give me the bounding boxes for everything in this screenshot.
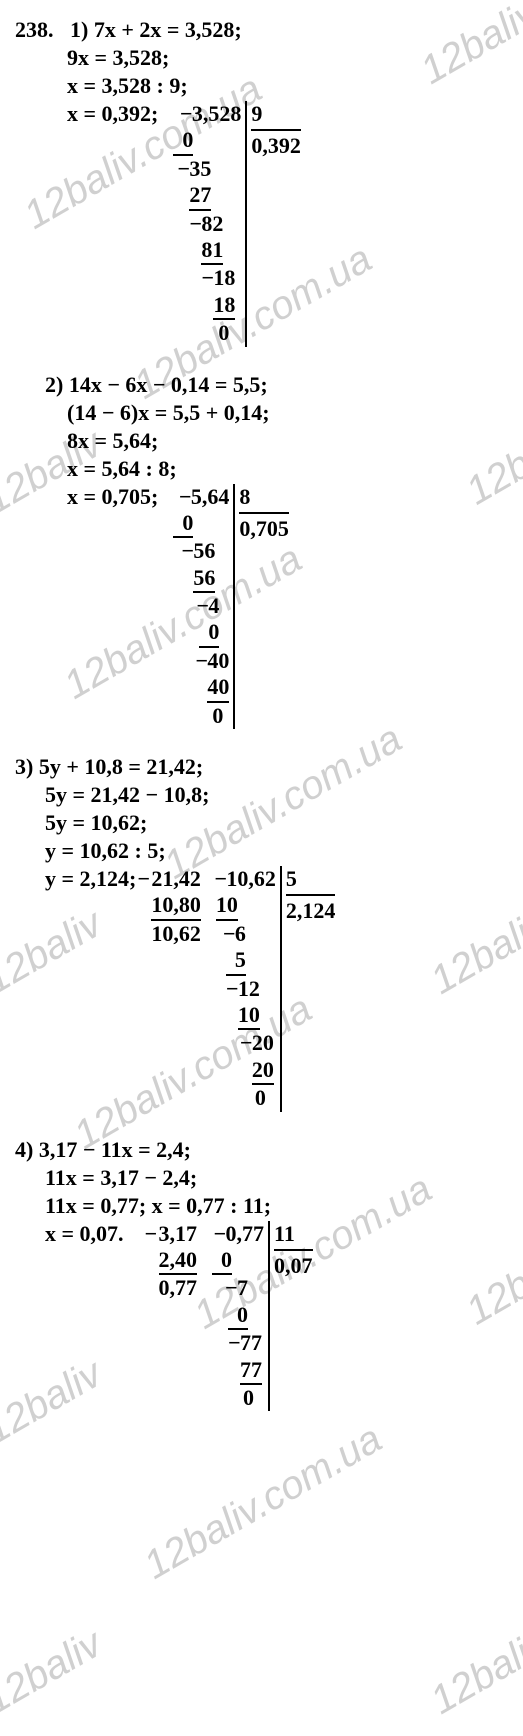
subtraction: −3,17 2,40 0,77 [159, 1221, 198, 1302]
problem-4: 4) 3,17 − 11x = 2,4; 11x = 3,17 − 2,4; 1… [15, 1137, 508, 1412]
equation: (14 − 6)x = 5,5 + 0,14; [67, 400, 508, 426]
equation: y = 10,62 : 5; [45, 838, 508, 864]
equation: y = 2,124; [45, 866, 136, 892]
problem-number: 238. [15, 17, 54, 42]
long-division: −0,77 0 −7 0 −77 77 0 11 0,07 [212, 1221, 313, 1412]
equation: x = 0,392; [67, 101, 158, 127]
watermark: 12baliv [423, 1621, 523, 1723]
equation: x = 0,705; [67, 484, 158, 510]
equation: 3,17 − 11x = 2,4; [39, 1137, 191, 1162]
watermark: 12baliv [0, 1621, 110, 1723]
equation: 7x + 2x = 3,528; [94, 17, 242, 42]
sub-label: 2) [45, 372, 63, 397]
watermark: 12baliv.com.ua [137, 1416, 390, 1588]
equation: 5y + 10,8 = 21,42; [39, 754, 203, 779]
long-division: −10,62 10 −6 5 −12 10 −20 20 0 5 2,124 [216, 866, 336, 1112]
sub-label: 1) [70, 17, 88, 42]
equation: 5y = 10,62; [45, 810, 508, 836]
equation: 11x = 0,77; x = 0,77 : 11; [45, 1193, 508, 1219]
long-division: −3,528 0 −35 27 −82 81 −18 18 0 9 0,392 [173, 101, 301, 347]
long-division: −5,64 0 −56 56 −4 0 −40 40 0 8 0,705 [173, 484, 289, 730]
equation: 9x = 3,528; [67, 45, 508, 71]
equation: x = 3,528 : 9; [67, 73, 508, 99]
equation: x = 5,64 : 8; [67, 456, 508, 482]
problem-3: 3) 5y + 10,8 = 21,42; 5y = 21,42 − 10,8;… [15, 754, 508, 1112]
sub-label: 3) [15, 754, 33, 779]
subtraction: −21,42 10,80 10,62 [151, 866, 201, 947]
equation: 5y = 21,42 − 10,8; [45, 782, 508, 808]
problem-2: 2) 14x − 6x − 0,14 = 5,5; (14 − 6)x = 5,… [15, 372, 508, 730]
equation: 14x − 6x − 0,14 = 5,5; [69, 372, 268, 397]
sub-label: 4) [15, 1137, 33, 1162]
equation: 11x = 3,17 − 2,4; [45, 1165, 508, 1191]
equation: x = 0,07. [45, 1221, 124, 1247]
problem-1: 238. 1) 7x + 2x = 3,528; 9x = 3,528; x =… [15, 17, 508, 347]
equation: 8x = 5,64; [67, 428, 508, 454]
